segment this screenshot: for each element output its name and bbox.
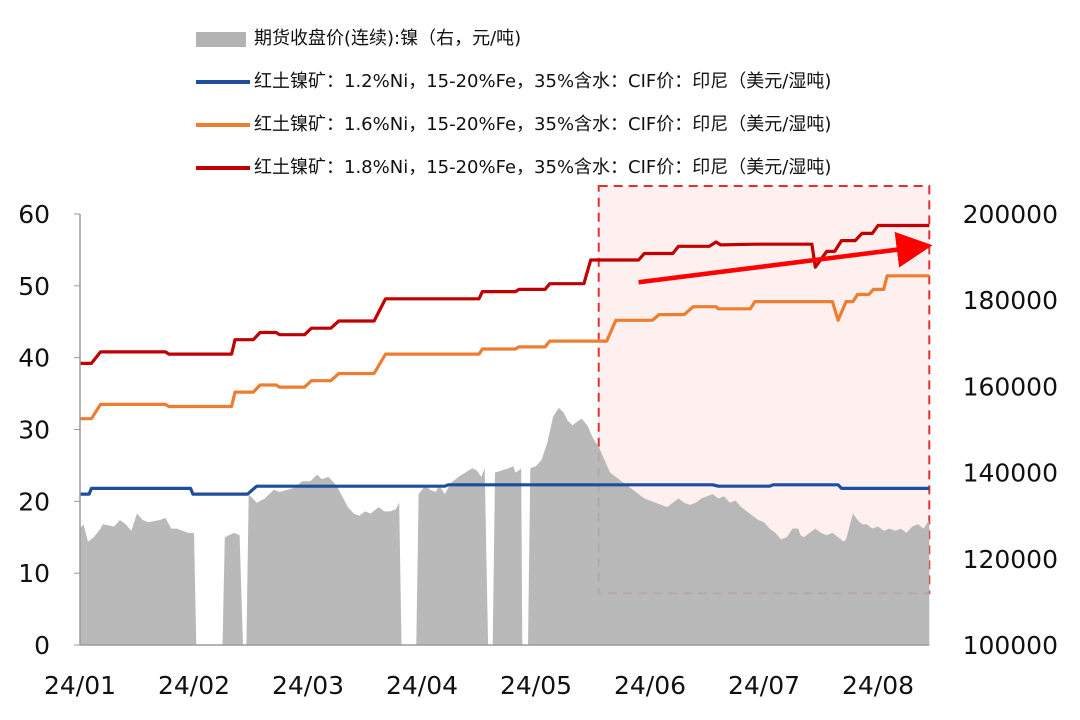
legend-swatch-line [196,80,250,84]
legend-swatch-area [196,32,246,47]
series-line-ore-1-2 [80,483,930,496]
arrow-layer [638,231,933,285]
series-line-ore-1-6 [80,274,930,421]
legend-label: 红土镍矿：1.2%Ni，15-20%Fe，35%含水：CIF价：印尼（美元/湿吨… [254,71,832,92]
legend-swatch-line [196,166,250,170]
y-right-tick-label: 180000 [963,286,1058,315]
y-right-tick-label: 200000 [963,200,1058,229]
x-tick-label: 24/06 [614,671,686,700]
x-tick-label: 24/01 [44,671,116,700]
y-left-tick-label: 10 [18,559,50,588]
y-left-tick-label: 40 [18,344,50,373]
y-left-tick-label: 0 [34,631,50,660]
x-tick-label: 24/03 [272,671,344,700]
line-layer [80,223,930,496]
series-area-nickel-futures [80,407,930,645]
legend-swatch-line [196,123,250,127]
legend-label: 红土镍矿：1.6%Ni，15-20%Fe，35%含水：CIF价：印尼（美元/湿吨… [254,114,832,135]
x-tick-label: 24/04 [386,671,458,700]
y-right-tick-label: 160000 [963,372,1058,401]
y-right-tick-label: 140000 [963,459,1058,488]
legend-label: 红土镍矿：1.8%Ni，15-20%Fe，35%含水：CIF价：印尼（美元/湿吨… [254,157,832,178]
y-right-tick-label: 100000 [963,631,1058,660]
series-line-ore-1-8 [80,223,930,365]
legend-label: 期货收盘价(连续):镍（右，元/吨) [254,28,522,49]
trend-arrow [638,231,933,285]
y-left-tick-label: 60 [18,200,50,229]
x-tick-label: 24/05 [500,671,572,700]
x-tick-label: 24/07 [728,671,800,700]
area-layer [80,407,930,645]
x-tick-label: 24/02 [158,671,230,700]
y-right-tick-label: 120000 [963,545,1058,574]
y-left-tick-label: 30 [18,416,50,445]
axis-layer: 0 10 20 30 40 50 60 100000 120000 140000 160000 180… [18,200,1058,700]
y-left-tick-label: 20 [18,487,50,516]
x-tick-label: 24/08 [842,671,914,700]
y-left-tick-label: 50 [18,272,50,301]
